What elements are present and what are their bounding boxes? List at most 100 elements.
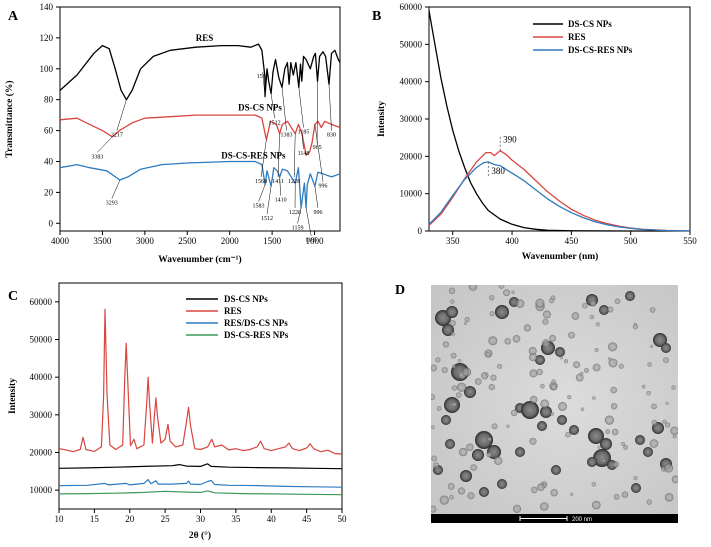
- tem-small-particle: [605, 429, 611, 435]
- tem-small-particle: [466, 443, 474, 451]
- tem-nanoparticle: [521, 401, 539, 419]
- tem-nanoparticle: [588, 428, 604, 444]
- tem-nanoparticle: [446, 306, 458, 318]
- scale-bar-label: 200 nm: [572, 517, 592, 523]
- tem-small-particle: [451, 402, 457, 407]
- panel-a-x-tick-label: 2500: [178, 236, 197, 246]
- tem-small-particle: [542, 310, 551, 319]
- tem-small-particle: [670, 426, 678, 435]
- panel-a-peak-label: 1583: [253, 204, 265, 210]
- tem-small-particle: [591, 482, 596, 487]
- panel-c-x-axis-label: 2θ (°): [189, 530, 211, 541]
- tem-small-particle: [582, 302, 588, 309]
- tem-small-particle: [490, 374, 497, 381]
- tem-nanoparticle: [495, 305, 509, 319]
- panel-a-x-tick-label: 1500: [263, 236, 282, 246]
- panel-b-y-tick-label: 60000: [400, 2, 423, 12]
- panel-c-series-line-1: [58, 308, 343, 455]
- tem-small-particle: [431, 394, 435, 401]
- tem-small-particle: [464, 316, 470, 323]
- tem-small-particle: [515, 299, 525, 308]
- tem-small-particle: [535, 298, 545, 308]
- panel-b-fluorescence-chart: B 350 400 450 500 550 0 10000 20000 30000 40000 50…: [372, 2, 697, 262]
- panel-a-peak-label: 1228: [289, 210, 301, 216]
- tem-small-particle: [464, 322, 467, 325]
- panel-b-legend-label: DS-CS NPs: [568, 19, 612, 29]
- tem-nanoparticle: [653, 333, 667, 347]
- panel-a-peak-leader: [116, 99, 127, 131]
- tem-small-particle: [665, 401, 669, 405]
- panel-c-legend: DS-CS NPs RES RES/DS-CS NPs DS-CS-RES NPs: [186, 294, 289, 340]
- tem-small-particle: [455, 392, 462, 398]
- panel-a-peak-label: 1411: [272, 179, 284, 185]
- tem-small-particle: [457, 359, 462, 363]
- tem-small-particle: [558, 401, 567, 411]
- tem-small-particle: [503, 289, 510, 297]
- tem-small-particle: [646, 499, 652, 505]
- panel-b-x-tick-label: 450: [565, 236, 579, 246]
- tem-nanoparticle: [479, 487, 489, 497]
- panel-a-peak-leader: [301, 133, 304, 150]
- tem-small-particle: [665, 422, 671, 428]
- tem-nanoparticle: [475, 431, 493, 449]
- tem-nanoparticle: [625, 291, 635, 301]
- tem-nanoparticle: [551, 465, 561, 475]
- tem-small-particle: [651, 403, 657, 410]
- tem-small-particle: [448, 287, 456, 294]
- tem-nanoparticle: [631, 483, 641, 493]
- tem-small-particle: [442, 341, 449, 348]
- tem-small-particle: [494, 456, 503, 465]
- tem-small-particle: [470, 464, 478, 471]
- tem-small-particle: [536, 368, 543, 376]
- panel-a-peak-leader: [305, 207, 312, 236]
- tem-nanoparticle: [555, 347, 565, 357]
- panel-a-y-tick-label: 80: [44, 95, 54, 105]
- panel-a-peak-label: 965: [313, 145, 322, 151]
- panel-a-y-tick-label: 0: [49, 218, 54, 228]
- tem-nanoparticle: [515, 447, 525, 457]
- panel-b-y-tick-label: 40000: [400, 77, 423, 87]
- panel-a-peak-label: 1383: [281, 133, 293, 139]
- tem-small-particle: [568, 331, 575, 339]
- tem-small-particle: [584, 368, 589, 373]
- tem-small-particle: [604, 415, 615, 425]
- tem-small-particle: [580, 407, 585, 411]
- panel-c-xrd-chart: C 10 15 20 25 30 35 40 45 50 10000 20000 30000 40000…: [8, 282, 347, 541]
- tem-small-particle: [511, 290, 515, 294]
- tem-small-particle: [528, 346, 537, 355]
- tem-small-particle: [589, 314, 595, 320]
- tem-nanoparticle: [600, 438, 612, 450]
- panel-b-legend-label: RES: [568, 32, 586, 42]
- panel-c-y-tick-label: 60000: [30, 297, 53, 307]
- tem-small-particle: [550, 383, 558, 391]
- tem-small-particle: [610, 403, 618, 410]
- panel-a-x-tick-label: 4000: [51, 236, 70, 246]
- tem-small-particle: [529, 437, 537, 445]
- panel-letter-a: A: [8, 9, 19, 24]
- tem-small-particle: [662, 419, 667, 424]
- tem-small-particle: [621, 441, 626, 447]
- panel-c-series-line-2: [58, 479, 343, 488]
- panel-a-x-axis-label: Wavenumber (cm⁻¹): [158, 254, 241, 265]
- panel-b-peak-label: 390: [503, 135, 517, 145]
- tem-small-particle: [523, 324, 531, 332]
- tem-small-particle: [671, 385, 676, 390]
- tem-nanoparticle: [442, 324, 454, 336]
- panel-a-x-tick-label: 1000: [306, 236, 325, 246]
- panel-c-legend-label: RES/DS-CS NPs: [224, 318, 288, 328]
- panel-c-x-tick-label: 35: [231, 514, 241, 524]
- panel-b-series-line-1: [428, 150, 691, 232]
- panel-a-peak-label: 1185: [298, 130, 310, 136]
- tem-nanoparticle: [593, 449, 611, 467]
- tem-nanoparticle: [441, 415, 451, 425]
- tem-small-particle: [450, 352, 457, 359]
- tem-small-particle: [594, 348, 599, 352]
- panel-b-x-tick-label: 500: [624, 236, 638, 246]
- panel-a-x-tick-label: 2000: [221, 236, 240, 246]
- panel-a-peak-leader: [314, 186, 319, 208]
- panel-c-x-tick-label: 25: [161, 514, 171, 524]
- tem-small-particle: [441, 367, 448, 374]
- panel-a-series-line-1: [59, 114, 341, 156]
- tem-small-particle: [592, 396, 596, 400]
- tem-small-particle: [489, 295, 495, 301]
